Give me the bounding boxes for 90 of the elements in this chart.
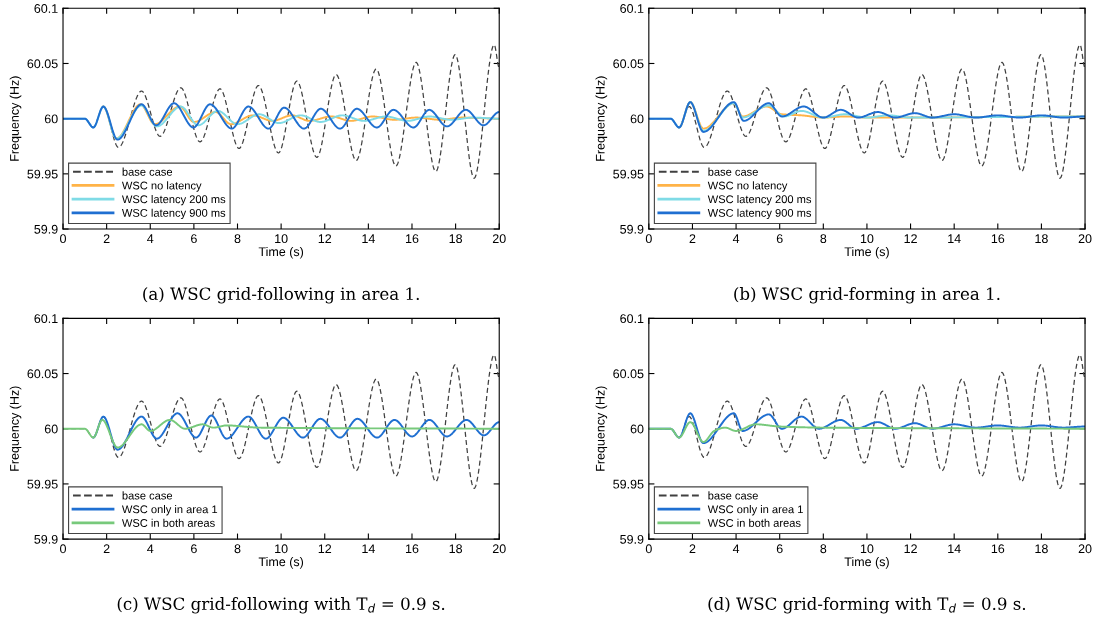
y-tick-label: 60.1 <box>620 314 644 324</box>
legend-label: base case <box>708 491 758 500</box>
x-axis-title: Time (s) <box>844 246 889 259</box>
x-tick-label: 2 <box>103 234 110 243</box>
y-tick-label: 60.1 <box>34 4 58 13</box>
x-tick-label: 2 <box>689 544 696 554</box>
x-tick-label: 14 <box>948 544 961 554</box>
x-tick-label: 0 <box>60 234 67 244</box>
y-tick-label: 60 <box>630 114 644 124</box>
x-tick-label: 0 <box>645 544 652 554</box>
y-tick-label: 60.1 <box>34 314 58 324</box>
legend-label: WSC no latency <box>121 181 202 192</box>
x-tick-label: 18 <box>1035 234 1048 244</box>
y-tick-label: 59.9 <box>620 224 644 234</box>
x-tick-label: 10 <box>275 544 288 554</box>
x-axis-title: Time (s) <box>258 246 304 259</box>
x-tick-label: 14 <box>362 544 375 554</box>
x-axis-title: Time (s) <box>258 557 304 569</box>
y-axis-title: Frequency (Hz) <box>595 386 608 471</box>
x-tick-label: 0 <box>645 234 652 244</box>
x-tick-label: 4 <box>732 234 740 243</box>
y-tick-label: 59.9 <box>620 534 644 544</box>
y-tick-label: 60.1 <box>620 4 644 13</box>
legend-label: base case <box>708 167 758 176</box>
y-axis-title: Frequency (Hz) <box>9 76 22 161</box>
y-tick-label: 60 <box>44 114 58 124</box>
x-tick-label: 6 <box>191 544 197 554</box>
x-tick-label: 18 <box>449 234 463 244</box>
x-tick-label: 16 <box>991 234 1005 244</box>
x-tick-label: 4 <box>732 544 740 554</box>
legend-label: WSC latency 900 ms <box>707 208 812 220</box>
y-tick-label: 59.9 <box>34 534 58 544</box>
x-tick-label: 6 <box>776 234 783 244</box>
y-tick-label: 60 <box>44 424 58 434</box>
text: (b) WSC grid-forming in area 1. <box>734 287 1000 304</box>
legend-label: base case <box>122 167 173 176</box>
x-tick-label: 10 <box>275 234 288 244</box>
x-tick-label: 6 <box>191 234 197 244</box>
x-tick-label: 2 <box>689 234 696 243</box>
y-tick-label: 59.95 <box>613 169 644 179</box>
x-axis-title: Time (s) <box>844 557 889 569</box>
legend-label: WSC only in area 1 <box>707 505 803 516</box>
y-tick-label: 60.05 <box>613 59 644 69</box>
legend-label: WSC in both areas <box>707 518 801 527</box>
x-tick-label: 20 <box>1078 234 1092 244</box>
x-tick-label: 6 <box>776 544 783 554</box>
x-tick-label: 0 <box>60 544 67 554</box>
y-tick-label: 59.95 <box>27 169 58 179</box>
y-tick-label: 59.9 <box>34 224 58 234</box>
x-tick-label: 20 <box>1078 544 1092 554</box>
x-tick-label: 2 <box>103 544 110 554</box>
x-tick-label: 10 <box>860 544 874 554</box>
x-tick-label: 8 <box>820 234 827 244</box>
text: (c) WSC grid-following with T$_{d}$ = 0.9 s. <box>117 597 445 614</box>
x-tick-label: 12 <box>318 234 332 243</box>
x-tick-label: 8 <box>234 544 241 554</box>
x-tick-label: 20 <box>492 544 506 554</box>
y-tick-label: 59.95 <box>27 479 58 489</box>
x-tick-label: 16 <box>991 544 1005 554</box>
x-tick-label: 12 <box>318 544 332 554</box>
x-tick-label: 20 <box>492 234 506 244</box>
x-tick-label: 4 <box>147 234 154 243</box>
legend-label: WSC latency 200 ms <box>121 194 226 206</box>
text: (a) WSC grid-following in area 1. <box>143 287 419 304</box>
legend-label: WSC only in area 1 <box>121 505 218 516</box>
x-tick-label: 18 <box>1035 544 1048 554</box>
x-tick-label: 10 <box>860 234 874 244</box>
x-tick-label: 16 <box>405 544 419 554</box>
x-tick-label: 12 <box>904 544 917 554</box>
legend-label: WSC latency 900 ms <box>121 208 226 220</box>
x-tick-label: 14 <box>362 234 375 243</box>
x-tick-label: 16 <box>405 234 419 244</box>
x-tick-label: 8 <box>234 234 241 244</box>
y-tick-label: 59.95 <box>613 479 644 489</box>
y-tick-label: 60.05 <box>27 369 58 379</box>
legend-label: WSC in both areas <box>121 518 215 527</box>
legend-label: WSC latency 200 ms <box>707 194 812 206</box>
y-axis-title: Frequency (Hz) <box>595 76 608 161</box>
x-tick-label: 4 <box>147 544 154 554</box>
y-tick-label: 60.05 <box>27 59 58 69</box>
x-tick-label: 12 <box>904 234 917 243</box>
legend-label: base case <box>122 491 173 500</box>
legend-label: WSC no latency <box>707 181 788 192</box>
y-tick-label: 60.05 <box>613 369 644 379</box>
x-tick-label: 8 <box>820 544 827 554</box>
x-tick-label: 18 <box>449 544 463 554</box>
text: (d) WSC grid-forming with T$_{d}$ = 0.9 s. <box>708 597 1026 614</box>
x-tick-label: 14 <box>948 234 961 243</box>
y-tick-label: 60 <box>630 424 644 434</box>
y-axis-title: Frequency (Hz) <box>9 386 22 471</box>
